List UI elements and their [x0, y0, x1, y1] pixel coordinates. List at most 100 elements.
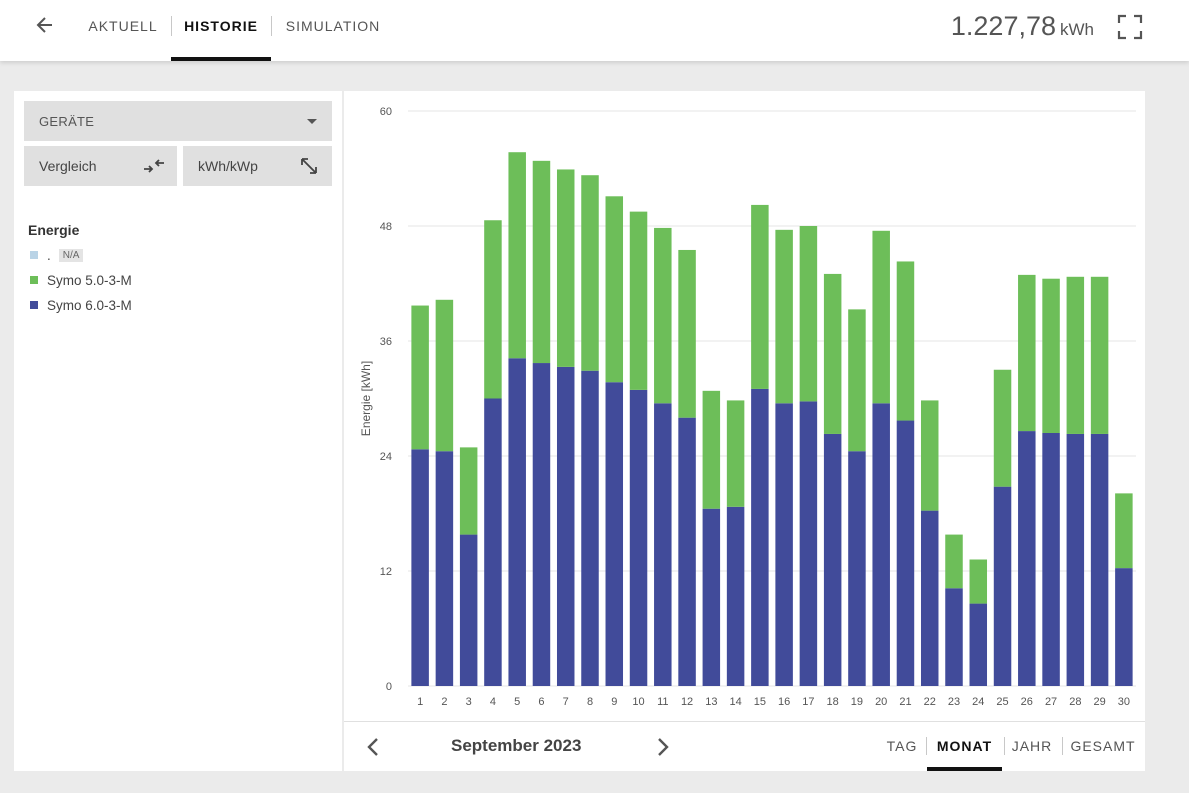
- bar-symo-5[interactable]: [848, 309, 866, 452]
- x-tick-label: 6: [538, 696, 544, 708]
- bar-symo-5[interactable]: [775, 229, 793, 404]
- compare-button[interactable]: Vergleich: [24, 146, 177, 186]
- bar-symo-5[interactable]: [508, 152, 526, 359]
- bar-symo-6[interactable]: [751, 388, 769, 686]
- tab-simulation[interactable]: SIMULATION: [285, 18, 381, 34]
- bar-symo-6[interactable]: [775, 403, 793, 686]
- bar-symo-5[interactable]: [678, 249, 696, 418]
- period-jahr[interactable]: JAHR: [1011, 738, 1053, 754]
- period-divider: [1062, 737, 1063, 755]
- bar-symo-5[interactable]: [459, 447, 478, 535]
- bar-symo-6[interactable]: [1115, 568, 1133, 686]
- x-tick-label: 27: [1045, 696, 1057, 708]
- bar-symo-5[interactable]: [654, 227, 672, 404]
- bar-symo-6[interactable]: [629, 389, 648, 686]
- bar-symo-5[interactable]: [896, 261, 915, 421]
- bar-symo-5[interactable]: [751, 204, 769, 389]
- bar-symo-6[interactable]: [508, 358, 526, 686]
- bar-symo-6[interactable]: [1018, 431, 1036, 686]
- legend-swatch: [30, 251, 38, 259]
- legend-item-symo-5[interactable]: Symo 5.0-3-M: [30, 272, 132, 288]
- fullscreen-button[interactable]: [1116, 13, 1144, 41]
- total-energy-value: 1.227,78: [950, 11, 1056, 41]
- bar-symo-6[interactable]: [799, 401, 818, 686]
- bar-symo-5[interactable]: [969, 559, 988, 604]
- bar-symo-5[interactable]: [435, 299, 454, 452]
- bar-symo-5[interactable]: [605, 196, 624, 383]
- bar-symo-6[interactable]: [945, 588, 963, 686]
- bar-symo-6[interactable]: [411, 449, 429, 686]
- legend-item-label: Symo 6.0-3-M: [47, 297, 132, 313]
- x-tick-label: 9: [611, 696, 617, 708]
- chart-panel: 0 12 24 36 48 60 Energie [kWh] 1 2 3 4 5 6 7 8 9 10 11 12 1…: [344, 91, 1145, 771]
- bar-symo-6[interactable]: [605, 382, 624, 686]
- bar-symo-5[interactable]: [872, 230, 890, 404]
- bar-symo-5[interactable]: [920, 400, 939, 511]
- bar-symo-6[interactable]: [1066, 433, 1085, 686]
- tab-aktuell[interactable]: AKTUELL: [88, 18, 158, 34]
- x-tick-label: 30: [1118, 696, 1130, 708]
- bar-symo-6[interactable]: [726, 506, 745, 686]
- bar-symo-5[interactable]: [993, 369, 1012, 487]
- bar-symo-5[interactable]: [484, 220, 502, 399]
- bar-symo-5[interactable]: [726, 400, 745, 507]
- devices-dropdown[interactable]: GERÄTE: [24, 101, 332, 141]
- legend-swatch: [30, 301, 38, 309]
- x-tick-label: 17: [802, 696, 814, 708]
- active-period-indicator: [927, 767, 1002, 771]
- period-monat[interactable]: MONAT: [927, 723, 1002, 771]
- bar-symo-6[interactable]: [581, 370, 599, 686]
- bar-symo-5[interactable]: [581, 175, 599, 371]
- bar-symo-5[interactable]: [702, 390, 721, 509]
- bar-symo-6[interactable]: [1042, 433, 1060, 686]
- period-tag[interactable]: TAG: [886, 738, 918, 754]
- y-tick-label: 24: [380, 451, 392, 463]
- bar-symo-5[interactable]: [1042, 278, 1060, 433]
- bar-symo-6[interactable]: [872, 403, 890, 686]
- bar-symo-6[interactable]: [484, 398, 502, 687]
- legend-item-na[interactable]: . N/A: [30, 247, 84, 263]
- filter-panel: GERÄTE Vergleich kWh/kWp Energie . N/A S…: [14, 91, 342, 771]
- bar-symo-6[interactable]: [435, 451, 454, 686]
- bar-symo-6[interactable]: [969, 603, 988, 686]
- bar-symo-5[interactable]: [411, 305, 429, 450]
- bar-symo-6[interactable]: [459, 534, 478, 686]
- x-tick-label: 10: [632, 696, 644, 708]
- x-tick-label: 14: [729, 696, 741, 708]
- bar-symo-5[interactable]: [1066, 276, 1085, 434]
- bar-symo-6[interactable]: [532, 363, 551, 686]
- bar-symo-6[interactable]: [823, 433, 842, 686]
- bar-symo-5[interactable]: [532, 160, 551, 364]
- bar-symo-5[interactable]: [1090, 276, 1109, 434]
- bar-symo-5[interactable]: [823, 273, 842, 434]
- previous-period-button[interactable]: [362, 735, 386, 759]
- bar-symo-6[interactable]: [896, 420, 915, 686]
- legend-item-symo-6[interactable]: Symo 6.0-3-M: [30, 297, 132, 313]
- normalize-button[interactable]: kWh/kWp: [183, 146, 332, 186]
- y-tick-label: 60: [380, 106, 392, 118]
- bar-symo-6[interactable]: [848, 451, 866, 686]
- bar-symo-6[interactable]: [678, 417, 696, 686]
- bar-symo-6[interactable]: [654, 403, 672, 686]
- bar-symo-5[interactable]: [1115, 493, 1133, 569]
- tab-divider: [171, 16, 172, 36]
- bar-symo-5[interactable]: [799, 226, 818, 402]
- bar-symo-6[interactable]: [702, 508, 721, 686]
- bar-symo-5[interactable]: [629, 211, 648, 390]
- bar-symo-6[interactable]: [556, 366, 575, 686]
- bar-symo-5[interactable]: [1018, 274, 1036, 432]
- back-button[interactable]: [30, 10, 60, 40]
- bar-symo-5[interactable]: [556, 169, 575, 367]
- bar-symo-6[interactable]: [1090, 433, 1109, 686]
- bar-symo-5[interactable]: [945, 534, 963, 589]
- compare-arrows-icon: [144, 159, 164, 173]
- period-gesamt[interactable]: GESAMT: [1070, 738, 1136, 754]
- arrow-left-icon: [36, 17, 52, 33]
- bar-symo-6[interactable]: [920, 510, 939, 686]
- next-period-button[interactable]: [650, 735, 674, 759]
- tab-historie[interactable]: HISTORIE: [171, 0, 271, 61]
- legend-item-label: .: [47, 247, 51, 263]
- bar-symo-6[interactable]: [993, 486, 1012, 686]
- x-tick-label: 4: [490, 696, 496, 708]
